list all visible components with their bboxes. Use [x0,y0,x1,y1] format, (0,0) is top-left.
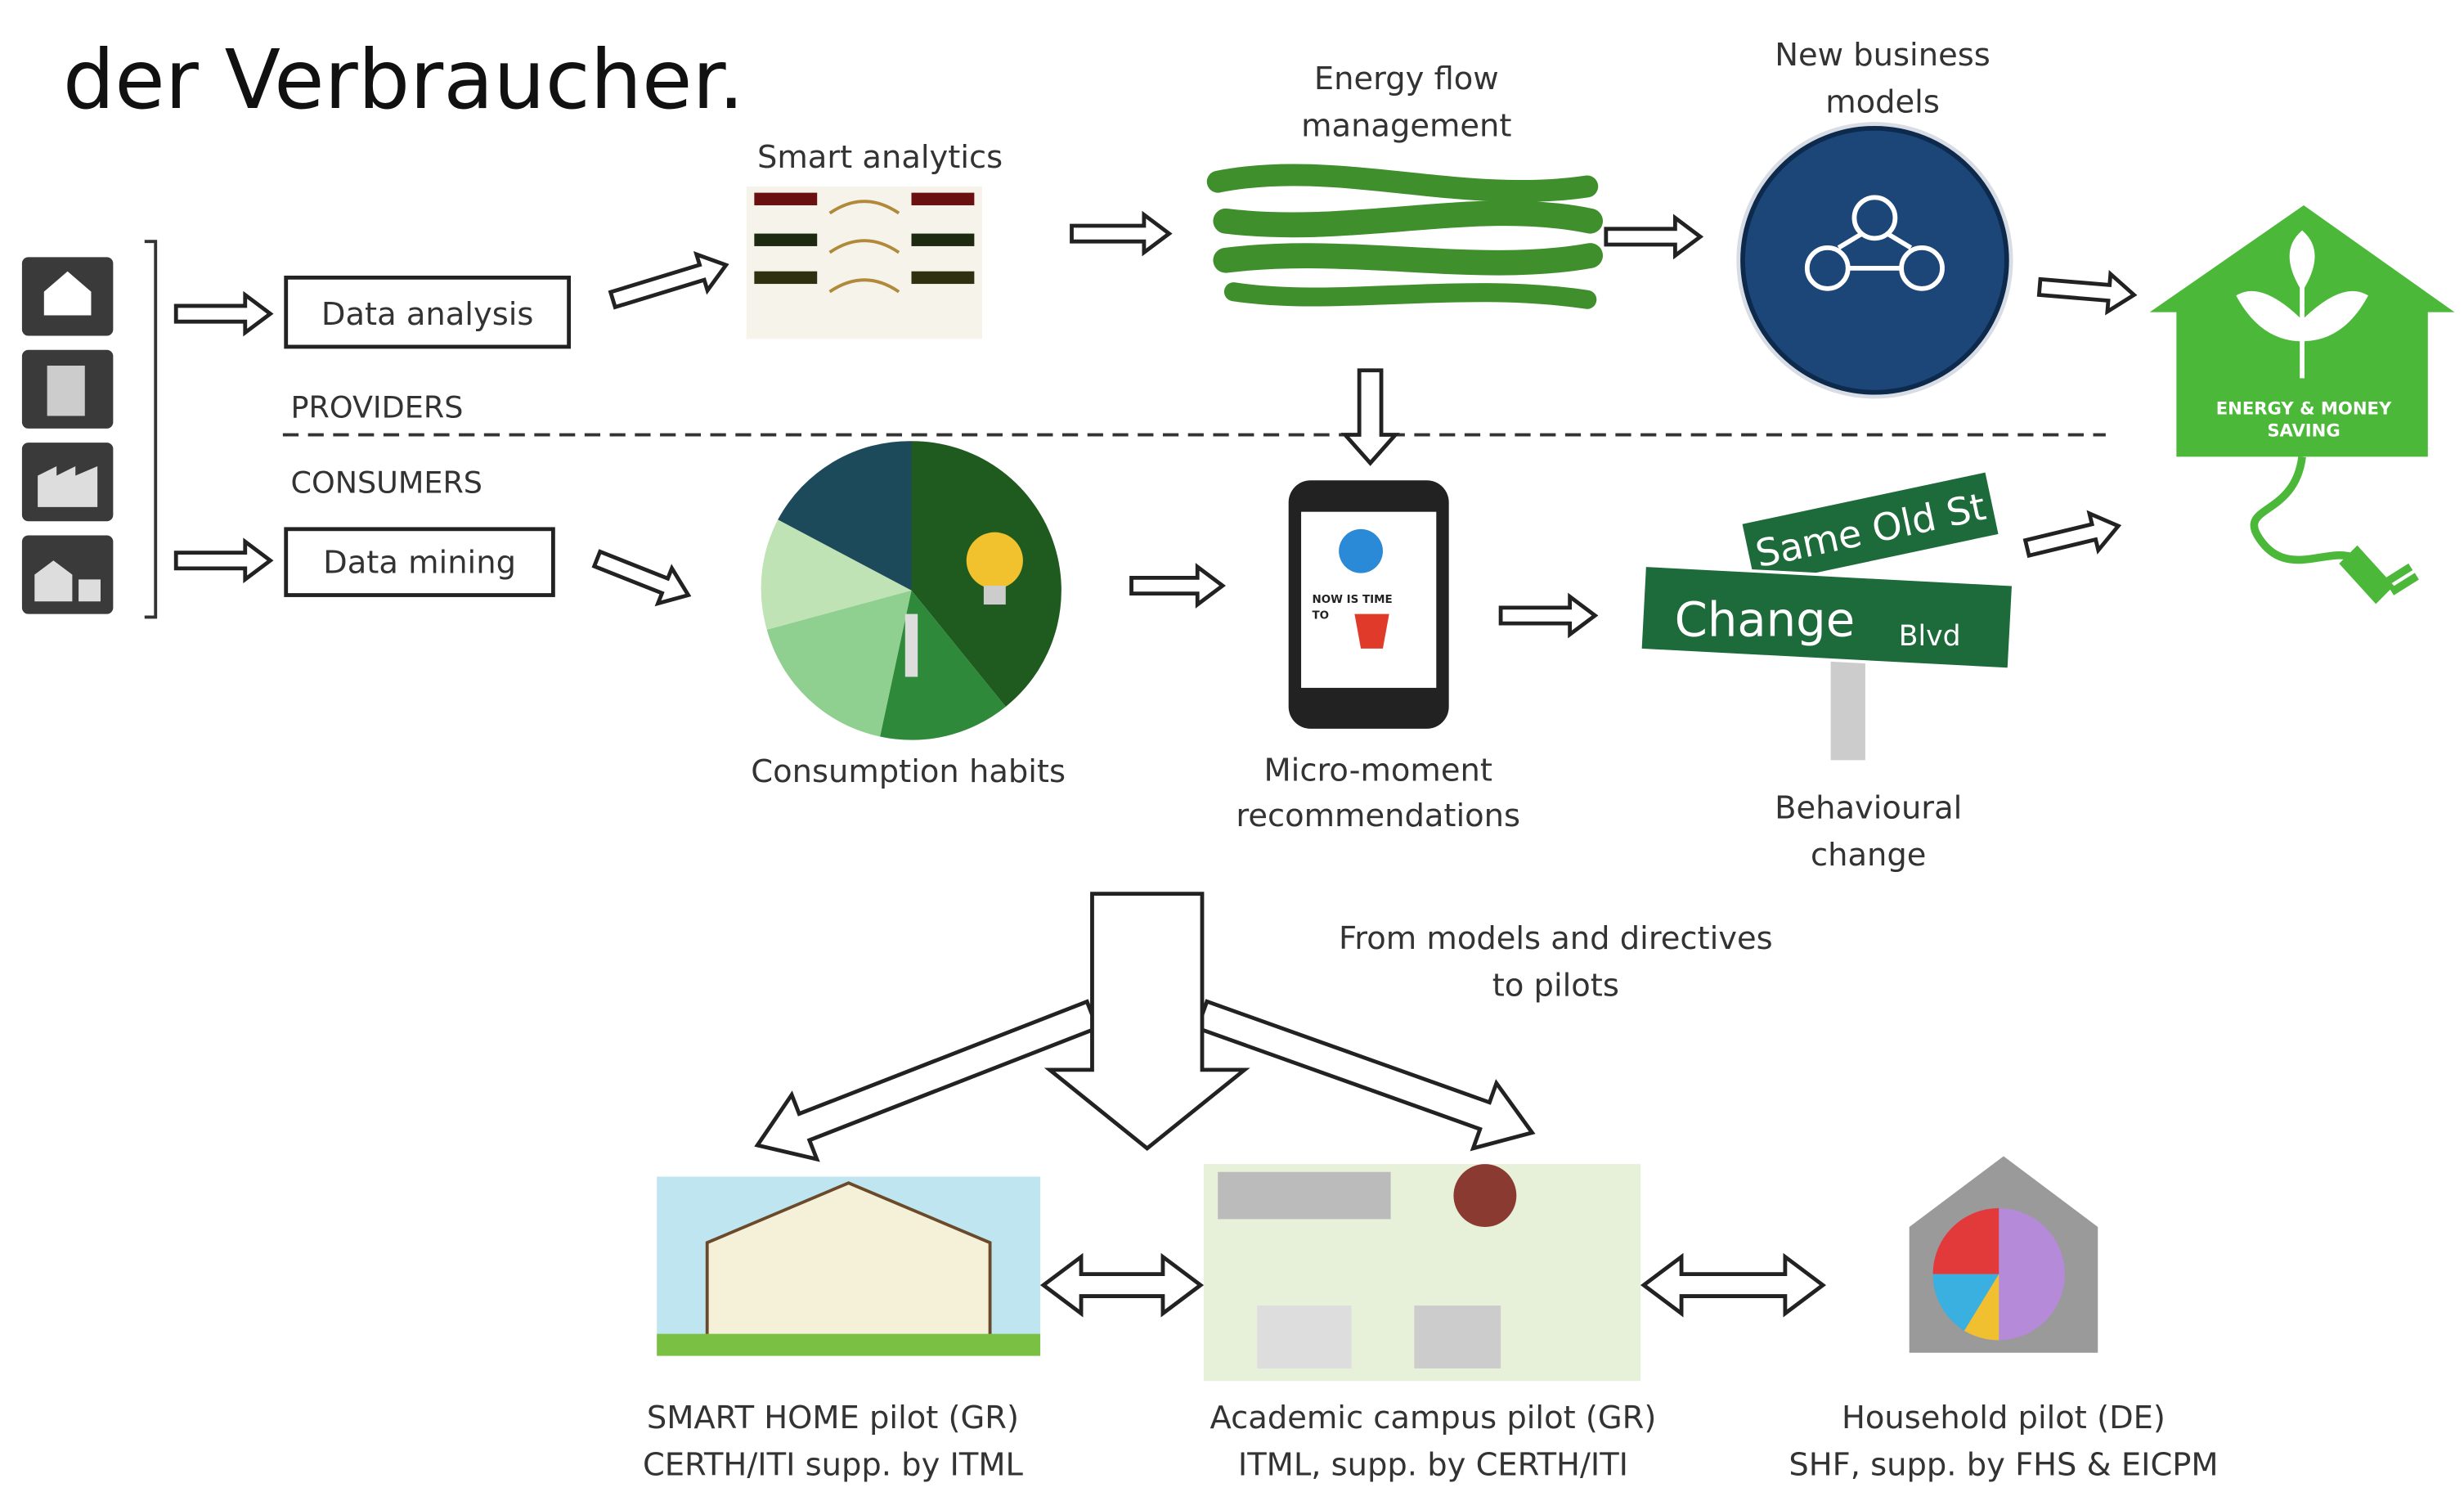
flow-band [1233,292,1587,300]
clock-icon [1339,529,1383,573]
new-sign-suffix: Blvd [1899,620,1961,653]
new-sign-text: Change [1675,591,1856,647]
providers: PROVIDERS [290,389,463,425]
analytics-bar [912,272,975,284]
campus-building [1218,1172,1390,1220]
analytics-bar [912,193,975,205]
pilot-line: SHF, supp. by FHS & EICPM [1789,1447,2218,1484]
page: {"heading":"der Verbraucher.", "left":{"… [0,0,2464,1492]
heading: der Verbraucher. [63,32,744,128]
office-glyph [47,366,85,416]
consumption-pie [761,441,1061,739]
sign-pole [1831,654,1865,761]
analytics-bar [912,234,975,246]
pilot-line: ITML, supp. by CERTH/ITI [1238,1447,1628,1484]
pilot-line: Household pilot (DE) [1842,1400,2166,1436]
pilot-line: CERTH/ITI supp. by ITML [643,1447,1024,1484]
flow-band [1226,213,1591,225]
campus-building [1257,1306,1351,1368]
grass [657,1334,1040,1356]
campus-building [1414,1306,1501,1368]
consumers: CONSUMERS [290,465,482,501]
pilot-line: Academic campus pilot (GR) [1210,1400,1657,1436]
smart-analytics: Smart analytics [757,139,1003,176]
thermometer [905,614,918,677]
bulb-base [984,586,1006,604]
bulb [967,533,1023,589]
analytics-bg [747,186,982,339]
pilot-line: SMART HOME pilot (GR) [647,1400,1019,1436]
analytics-bar [754,234,817,246]
diagram: der Verbraucher. Data analysis Data mini… [0,0,2464,1492]
flow-band [1226,255,1591,263]
analytics-bar [754,272,817,284]
consumption-habits: Consumption habits [751,753,1066,790]
analytics-image [747,186,982,339]
data-mining: Data mining [323,545,516,582]
data-analysis: Data analysis [321,296,534,333]
campus-dome [1453,1164,1516,1227]
analytics-bar [754,193,817,205]
business-circle [1743,128,2007,393]
factory-glyph [38,466,97,507]
